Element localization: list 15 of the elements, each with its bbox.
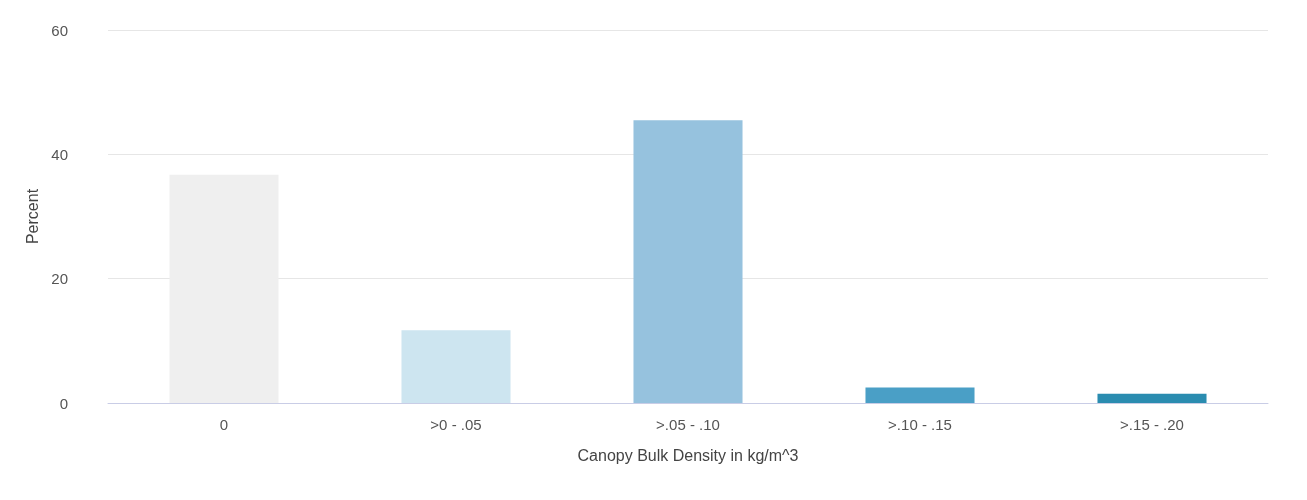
x-axis-title: Canopy Bulk Density in kg/m^3 bbox=[577, 446, 799, 464]
x-tick-label: 0 bbox=[219, 416, 229, 433]
x-tick-label: >0 - .05 bbox=[430, 416, 482, 433]
bar bbox=[401, 330, 511, 403]
y-tick-label: 20 bbox=[51, 270, 68, 288]
x-tick-label: >.15 - .20 bbox=[1120, 416, 1184, 433]
x-tick-label: >.10 - .15 bbox=[888, 416, 952, 433]
bar bbox=[633, 120, 743, 403]
y-axis-title: Percent bbox=[23, 188, 41, 245]
y-tick-label: 40 bbox=[51, 145, 68, 163]
bar bbox=[1097, 393, 1207, 403]
y-tick-label: 0 bbox=[59, 394, 68, 412]
y-tick-label: 60 bbox=[51, 21, 68, 39]
x-tick-label: >.05 - .10 bbox=[656, 416, 720, 433]
bar bbox=[865, 387, 975, 403]
